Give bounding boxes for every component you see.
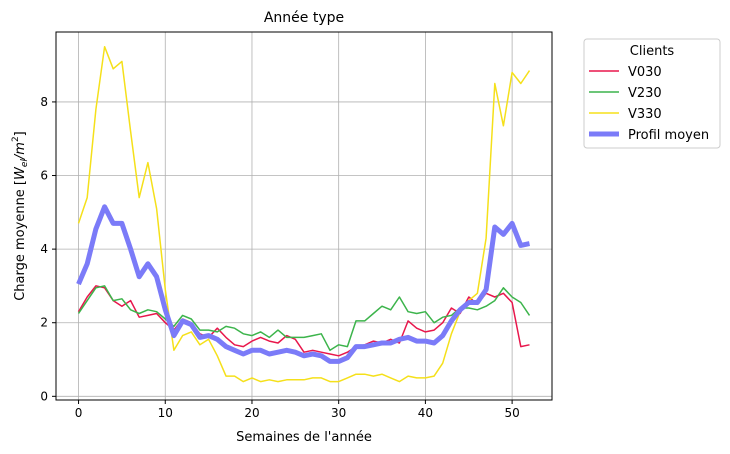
y-tick-label: 0 bbox=[40, 389, 48, 403]
series-lines bbox=[76, 45, 531, 383]
legend-frame bbox=[583, 38, 721, 149]
y-axis-label: Charge moyenne [Wel/m2] bbox=[11, 131, 30, 301]
chart-title: Année type bbox=[264, 10, 344, 26]
plot-area-frame bbox=[55, 31, 553, 401]
x-tick-label: 50 bbox=[504, 406, 519, 420]
x-axis-label: Semaines de l'année bbox=[236, 430, 372, 445]
y-tick-label: 8 bbox=[40, 95, 48, 109]
legend-label: V230 bbox=[628, 86, 662, 101]
ticks: 0 10 20 30 40 50 0 2 4 6 8 bbox=[40, 95, 519, 420]
legend-label: Profil moyen bbox=[628, 128, 709, 143]
legend-label: V330 bbox=[628, 107, 662, 122]
series-line-v330 bbox=[77, 45, 531, 383]
grid bbox=[56, 32, 552, 400]
legend-items: V030 V230 V330 Profil moyen bbox=[589, 65, 709, 143]
y-tick-label: 4 bbox=[40, 242, 48, 256]
legend: Clients V030 V230 V330 Profil moyen bbox=[583, 38, 721, 149]
x-tick-label: 10 bbox=[158, 406, 173, 420]
legend-title: Clients bbox=[630, 44, 675, 59]
x-tick-label: 30 bbox=[331, 406, 346, 420]
series-line-v230 bbox=[77, 285, 531, 352]
x-tick-label: 20 bbox=[244, 406, 259, 420]
series-line-v030 bbox=[77, 285, 530, 357]
x-tick-label: 40 bbox=[418, 406, 433, 420]
x-tick-label: 0 bbox=[75, 406, 83, 420]
y-tick-label: 6 bbox=[40, 169, 48, 183]
series-line-profil-moyen bbox=[76, 204, 531, 364]
legend-label: V030 bbox=[628, 65, 662, 80]
y-tick-label: 2 bbox=[40, 316, 48, 330]
